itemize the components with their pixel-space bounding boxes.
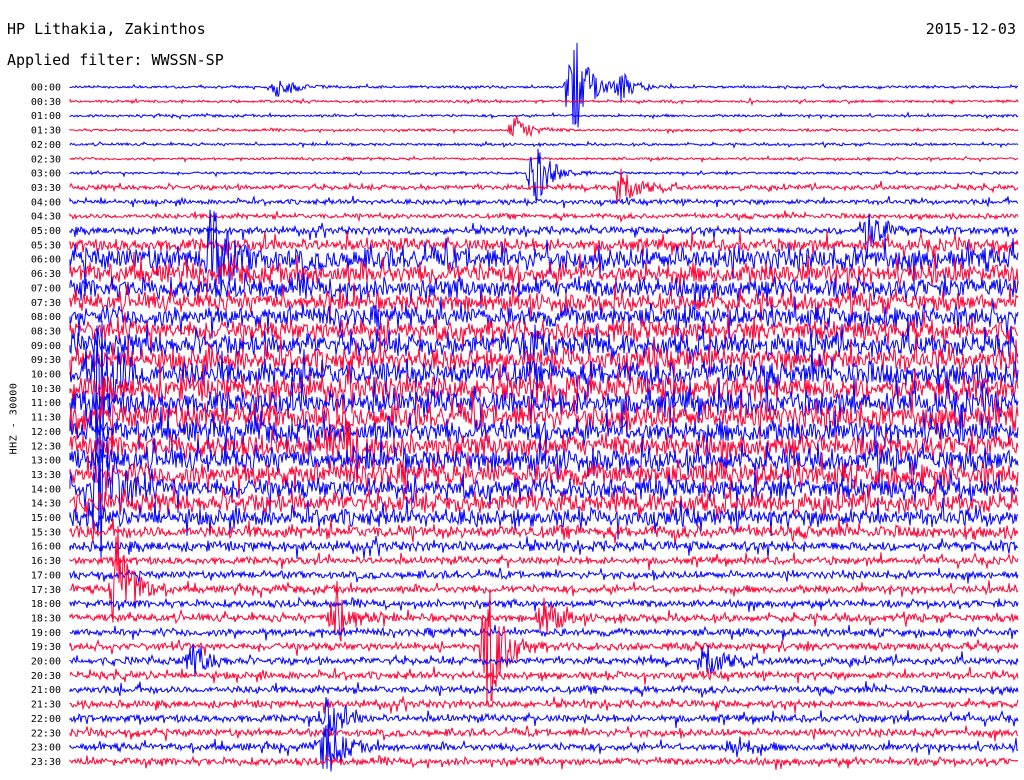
- time-label: 18:00: [31, 599, 61, 610]
- trace-2200: [69, 696, 1019, 737]
- time-label: 18:30: [31, 613, 61, 624]
- time-label: 15:00: [31, 513, 61, 524]
- trace-0800: [69, 296, 1019, 339]
- trace-0000: [69, 42, 1019, 128]
- trace-2100: [69, 681, 1019, 698]
- trace-0030: [69, 96, 1019, 107]
- time-label: 07:00: [31, 283, 61, 294]
- filter-label: Applied filter: WWSSN-SP: [7, 51, 224, 69]
- trace-1700: [69, 567, 1019, 584]
- time-label: 09:00: [31, 341, 61, 352]
- time-label: 12:30: [31, 441, 61, 452]
- trace-1000: [69, 320, 1019, 451]
- time-label: 01:00: [31, 111, 61, 122]
- trace-0730: [69, 282, 1019, 323]
- trace-2030: [69, 666, 1019, 685]
- time-label: 21:00: [31, 685, 61, 696]
- time-label: 21:30: [31, 700, 61, 711]
- time-label: 20:00: [31, 657, 61, 668]
- trace-2330: [69, 753, 1019, 770]
- time-label: 06:00: [31, 255, 61, 266]
- trace-1230: [69, 417, 1019, 472]
- time-label: 19:00: [31, 628, 61, 639]
- trace-0430: [69, 210, 1019, 224]
- trace-0230: [69, 154, 1019, 164]
- time-label: 12:00: [31, 427, 61, 438]
- time-label: 23:00: [31, 743, 61, 754]
- trace-2000: [69, 643, 1019, 678]
- time-label: 10:00: [31, 370, 61, 381]
- time-label: 10:30: [31, 384, 61, 395]
- trace-1300: [69, 434, 1019, 487]
- time-label: 22:30: [31, 728, 61, 739]
- trace-1600: [69, 536, 1019, 559]
- time-label: 01:30: [31, 126, 61, 137]
- trace-1330: [69, 452, 1019, 500]
- trace-0530: [69, 231, 1019, 261]
- trace-1630: [69, 552, 1019, 571]
- time-label: 00:30: [31, 97, 61, 108]
- time-label: 07:30: [31, 298, 61, 309]
- trace-0630: [69, 249, 1019, 297]
- time-label: 06:30: [31, 269, 61, 280]
- time-label: 14:00: [31, 484, 61, 495]
- trace-0300: [69, 148, 1019, 202]
- time-label: 16:30: [31, 556, 61, 567]
- trace-1400: [69, 409, 1019, 562]
- trace-1430: [69, 477, 1019, 520]
- trace-0500: [69, 213, 1019, 257]
- trace-0100: [69, 111, 1019, 120]
- time-label: 04:00: [31, 197, 61, 208]
- time-label: 13:30: [31, 470, 61, 481]
- time-label: 17:30: [31, 585, 61, 596]
- time-label: 14:30: [31, 499, 61, 510]
- time-label: 02:00: [31, 140, 61, 151]
- trace-0200: [69, 139, 1019, 149]
- trace-2300: [69, 724, 1019, 772]
- trace-0600: [69, 209, 1019, 291]
- time-label: 11:00: [31, 398, 61, 409]
- time-label: 05:00: [31, 226, 61, 237]
- trace-0400: [69, 194, 1019, 209]
- time-label: 04:30: [31, 212, 61, 223]
- trace-1530: [69, 517, 1019, 545]
- trace-2230: [69, 725, 1019, 742]
- time-label: 13:00: [31, 456, 61, 467]
- time-label: 20:30: [31, 671, 61, 682]
- trace-1100: [69, 375, 1019, 435]
- trace-1900: [69, 624, 1019, 641]
- trace-0830: [69, 312, 1019, 356]
- time-label: 03:30: [31, 183, 61, 194]
- time-label: 16:00: [31, 542, 61, 553]
- time-label: 02:30: [31, 154, 61, 165]
- time-label: 15:30: [31, 527, 61, 538]
- time-label: 19:30: [31, 642, 61, 653]
- trace-1930: [69, 588, 1019, 707]
- trace-2130: [69, 696, 1019, 714]
- time-label: 17:00: [31, 570, 61, 581]
- trace-1500: [69, 496, 1019, 540]
- trace-1030: [69, 363, 1019, 420]
- date-label: 2015-12-03: [925, 20, 1016, 38]
- time-label: 08:00: [31, 312, 61, 323]
- trace-1830: [69, 580, 1019, 642]
- time-label: 23:30: [31, 757, 61, 768]
- trace-0930: [69, 333, 1019, 388]
- trace-0130: [69, 115, 1019, 138]
- time-label: 08:30: [31, 326, 61, 337]
- time-label: 22:00: [31, 714, 61, 725]
- trace-0900: [69, 316, 1019, 366]
- time-label: 09:30: [31, 355, 61, 366]
- trace-1200: [69, 404, 1019, 458]
- station-title: HP Lithakia, Zakinthos: [7, 20, 206, 38]
- time-label: 11:30: [31, 413, 61, 424]
- time-label: 00:00: [31, 83, 61, 94]
- trace-1730: [69, 526, 1019, 623]
- trace-0330: [69, 168, 1019, 205]
- time-label: 03:00: [31, 169, 61, 180]
- time-label: 05:30: [31, 240, 61, 251]
- trace-0700: [69, 272, 1019, 311]
